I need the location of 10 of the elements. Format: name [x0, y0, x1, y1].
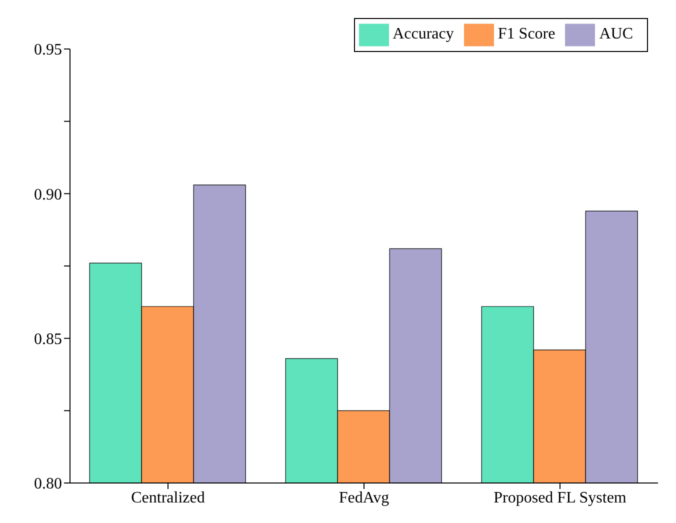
y-tick-label: 0.85	[34, 331, 62, 348]
x-tick-label: Centralized	[131, 489, 205, 506]
x-tick-label: Proposed FL System	[494, 489, 627, 506]
y-tick-label: 0.80	[34, 476, 62, 493]
legend-label: F1 Score	[498, 26, 556, 43]
legend-label: AUC	[599, 26, 633, 43]
y-tick-label: 0.95	[34, 42, 62, 59]
x-tick-label: FedAvg	[338, 489, 390, 506]
legend-label: Accuracy	[392, 26, 454, 43]
y-tick-label: 0.90	[34, 186, 62, 204]
